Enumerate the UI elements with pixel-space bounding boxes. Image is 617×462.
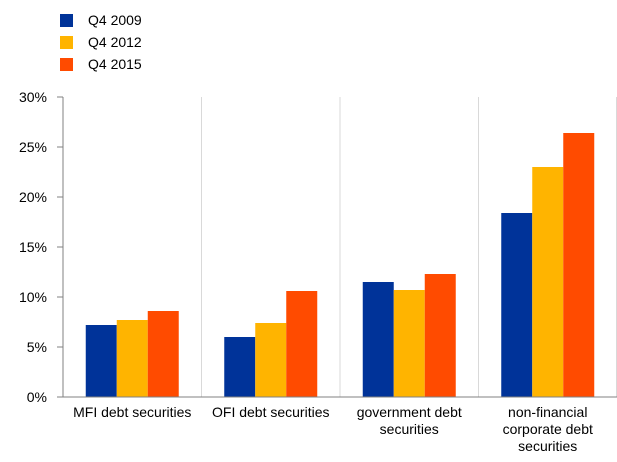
- x-category-label-4-line-3: securities: [518, 438, 577, 454]
- y-tick-label-1: 0%: [27, 389, 47, 405]
- bar-1-4: [501, 213, 533, 397]
- bar-2-3: [393, 290, 425, 397]
- bar-1-1: [85, 325, 117, 397]
- bar-1-3: [362, 282, 394, 397]
- y-tick-label-6: 25%: [19, 139, 47, 155]
- x-axis-category-labels: MFI debt securities OFI debt securities go…: [73, 404, 593, 454]
- y-tick-label-7: 30%: [19, 89, 47, 105]
- y-tick-label-4: 15%: [19, 239, 47, 255]
- bar-3-4: [563, 133, 595, 397]
- x-category-label-1-line-1: MFI debt securities: [73, 404, 191, 420]
- bar-2-1: [116, 320, 148, 397]
- legend: Q4 2009 Q4 2012 Q4 2015: [60, 12, 142, 72]
- bar-2-2: [255, 323, 287, 397]
- bar-3-1: [147, 311, 179, 397]
- x-category-label-3-line-2: securities: [380, 421, 439, 437]
- x-category-label-3-line-1: government debt: [357, 404, 462, 420]
- bar-1-2: [224, 337, 256, 397]
- bar-3-3: [424, 274, 456, 397]
- bar-series-group: [85, 133, 595, 397]
- bar-2-4: [532, 167, 564, 397]
- x-category-label-2-line-1: OFI debt securities: [212, 404, 330, 420]
- bar-3-2: [286, 291, 318, 397]
- y-tick-label-3: 10%: [19, 289, 47, 305]
- legend-label-3: Q4 2015: [88, 56, 142, 72]
- legend-label-1: Q4 2009: [88, 12, 142, 28]
- x-category-label-4-line-2: corporate debt: [503, 421, 593, 437]
- y-tick-label-2: 5%: [27, 339, 47, 355]
- x-category-label-4-line-1: non-financial: [508, 404, 587, 420]
- legend-swatch-2: [60, 36, 73, 49]
- legend-swatch-3: [60, 58, 73, 71]
- y-tick-label-5: 20%: [19, 189, 47, 205]
- chart-axes: [57, 96, 617, 398]
- legend-swatch-1: [60, 14, 73, 27]
- legend-label-2: Q4 2012: [88, 34, 142, 50]
- y-axis-tick-labels: 0% 5% 10% 15% 20% 25% 30%: [19, 89, 47, 405]
